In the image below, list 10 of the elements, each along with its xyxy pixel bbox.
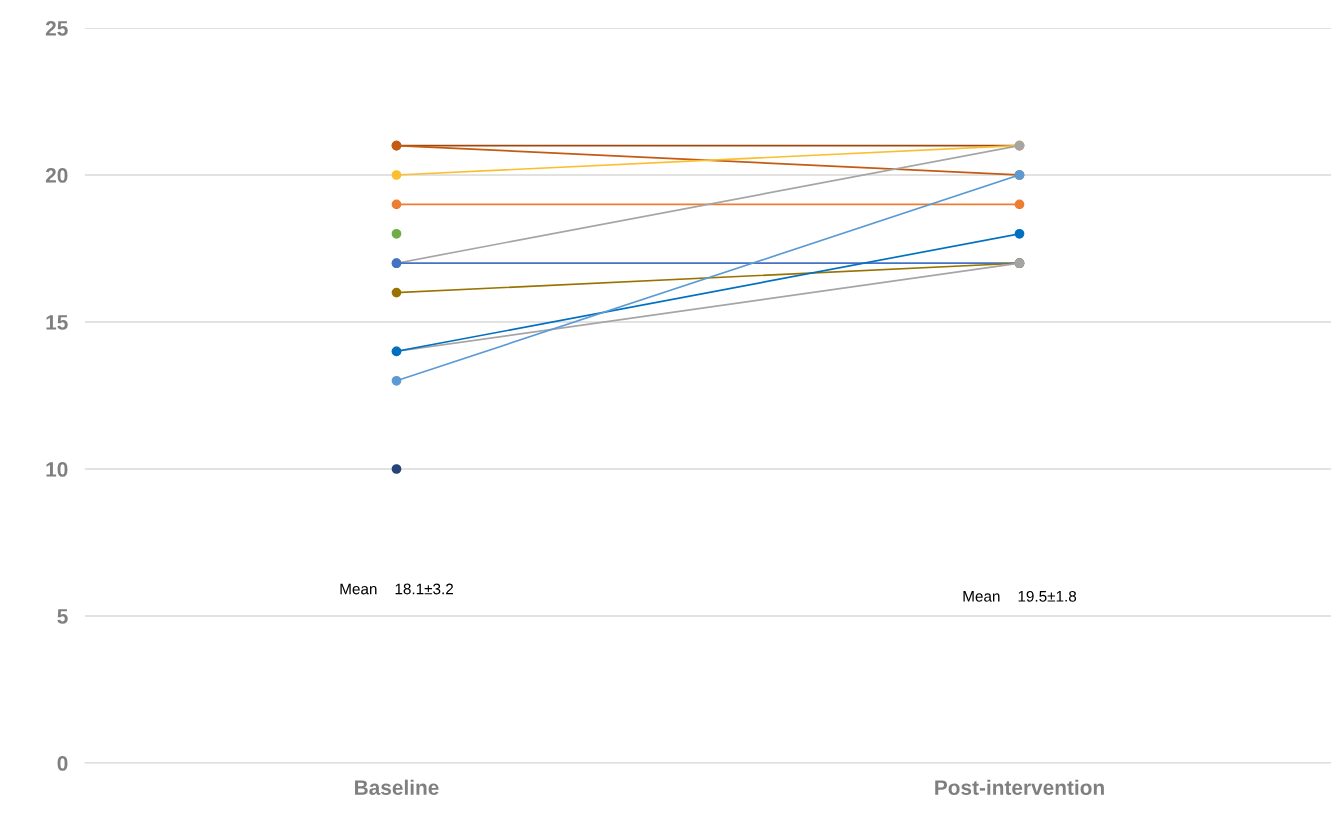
y-tick-label: 0 xyxy=(57,756,68,771)
x-tick-label: Baseline xyxy=(355,779,439,795)
annotation: Mean 18.1±3.2 xyxy=(340,583,454,595)
y-tick-label: 25 xyxy=(45,21,68,36)
y-tick-label: 20 xyxy=(45,168,68,183)
y-tick-label: 10 xyxy=(46,462,68,477)
y-tick-label: 15 xyxy=(46,315,68,330)
annotation: Mean 19.5±1.8 xyxy=(963,590,1077,602)
x-tick-label: Post-intervention xyxy=(935,779,1104,795)
y-tick-label: 5 xyxy=(57,609,68,624)
